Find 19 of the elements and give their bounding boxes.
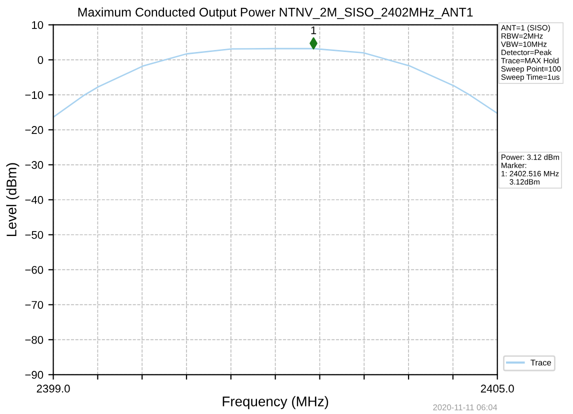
y-tick-label: 0 [38, 56, 44, 64]
y-tick-label: −70 [25, 300, 44, 309]
annotation: 1 [311, 26, 316, 34]
text: 2020-11-11 06:04 [433, 404, 498, 410]
x-axis-title: Frequency (MHz) [222, 396, 328, 410]
legend-label: Trace [530, 360, 552, 366]
y-tick-label: −10 [25, 91, 44, 99]
x-tick-label: 2399.0 [36, 384, 70, 393]
x-tick-label: 2405.0 [480, 384, 514, 393]
y-tick-label: 10 [32, 21, 44, 29]
y-tick-label: −50 [25, 231, 44, 239]
y-tick-label: −90 [25, 370, 44, 379]
chart-title: Maximum Conducted Output Power NTNV_2M_SISO_2402MHz_ANT1 [78, 7, 473, 20]
y-tick-label: −20 [25, 126, 44, 134]
y-tick-label: −80 [25, 336, 44, 344]
y-tick-label: −60 [25, 266, 44, 274]
y-tick-label: −40 [25, 196, 44, 204]
y-axis-title: Level (dBm) [6, 163, 20, 236]
y-tick-label: −30 [25, 161, 44, 169]
